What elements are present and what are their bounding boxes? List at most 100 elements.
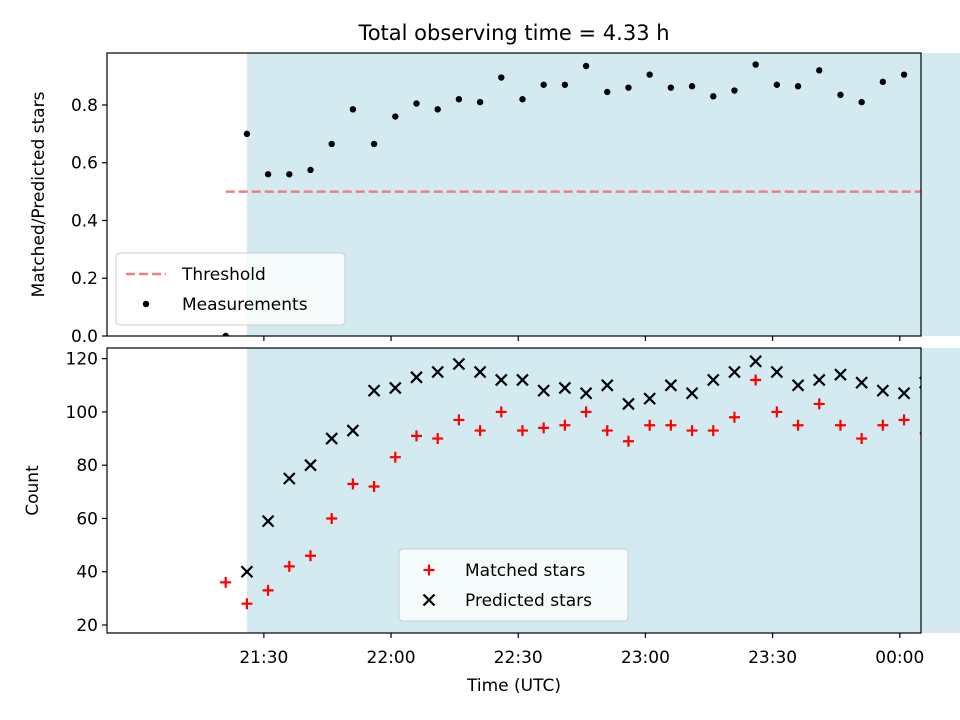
measurement-point [710, 93, 717, 100]
matched-star-point [389, 451, 401, 463]
legend-box [398, 548, 629, 622]
predicted-star-point [389, 381, 402, 395]
legend: Threshold Measurements [115, 252, 346, 326]
series-x [240, 355, 921, 579]
matched-star-point [220, 576, 232, 588]
axes-frame [106, 347, 922, 634]
measurement-point [561, 81, 569, 88]
measurement-point [646, 71, 653, 78]
matched-star-point [665, 419, 677, 431]
y-axis-label: Matched/Predicted stars [29, 91, 49, 297]
measurement-point [816, 67, 823, 74]
x-tick-label: 22:30 [494, 648, 543, 668]
legend-matched-swatch [423, 564, 435, 576]
observing-span-shading [246, 53, 960, 336]
measurement-point [392, 113, 399, 120]
predicted-star-point [812, 373, 826, 387]
measurement-point [794, 83, 802, 90]
predicted-star-point [325, 432, 338, 445]
measurement-point [731, 87, 738, 94]
measurement-point [879, 78, 887, 86]
matched-star-point [283, 560, 295, 572]
matched-star-point [898, 414, 910, 426]
predicted-star-point [346, 424, 360, 437]
measurement-point [625, 84, 632, 91]
matched-star-point [559, 419, 571, 431]
predicted-star-point [516, 373, 529, 387]
y-tick-label: 120 [66, 350, 98, 370]
series-dot [222, 61, 908, 336]
matched-star-point [686, 425, 698, 437]
matched-star-point [305, 550, 316, 562]
predicted-star-point [876, 384, 890, 397]
y-tick-label: 0.6 [71, 154, 98, 174]
legend: Matched stars Predicted stars [398, 548, 629, 622]
matched-star-point [538, 422, 550, 434]
predicted-star-point [855, 376, 868, 389]
predicted-star-point [410, 371, 423, 384]
matched-star-point [792, 419, 804, 431]
y-tick-label: 60 [76, 509, 98, 529]
predicted-star-point [600, 379, 614, 392]
matched-star-point [750, 374, 762, 386]
matched-star-point [728, 411, 740, 423]
measurement-point [498, 74, 505, 81]
x-tick-label: 23:00 [621, 648, 670, 668]
measurement-point [243, 130, 251, 138]
measurement-point [370, 140, 378, 148]
predicted-star-point [664, 379, 678, 392]
predicted-star-point [579, 387, 593, 400]
measurement-point [307, 166, 314, 174]
measurement-point [519, 96, 526, 103]
matched-star-point [516, 425, 528, 437]
matched-star-point [495, 406, 507, 418]
x-tick-label: 22:00 [367, 648, 416, 668]
matched-star-point [707, 425, 719, 437]
legend-label: Matched stars [465, 561, 585, 581]
legend-label: Threshold [181, 265, 266, 285]
measurement-point [582, 62, 590, 70]
measurement-point [476, 98, 484, 106]
y-tick-label: 0.8 [71, 96, 98, 116]
plot-area [220, 355, 921, 610]
matched-star-point [410, 430, 422, 442]
matched-star-point [834, 419, 846, 431]
x-tick-label: 00:00 [875, 648, 924, 668]
x-tick-label: 21:30 [239, 648, 288, 668]
measurement-point [413, 100, 420, 107]
count-panel: 20 40 60 80 100 120 21:30 22:00 22:30 23:00 23:30 0… [23, 347, 960, 668]
measurement-point [264, 171, 272, 178]
measurement-point [328, 140, 335, 148]
y-tick-label: 100 [66, 403, 98, 423]
measurement-point [286, 171, 293, 178]
matched-star-point [326, 512, 338, 524]
matched-star-point [241, 598, 253, 610]
measurement-point [752, 61, 759, 68]
measurement-point [349, 106, 357, 113]
predicted-star-point [706, 373, 720, 387]
y-tick-label: 40 [76, 563, 98, 583]
ratio-panel: 0.0 0.2 0.4 0.6 0.8 Matched/Predicted stars Th… [29, 52, 960, 347]
matched-star-point [771, 406, 783, 418]
matched-star-point [368, 481, 380, 493]
matched-star-point [813, 398, 825, 410]
predicted-star-point [367, 384, 381, 397]
matched-star-point [622, 435, 634, 447]
measurement-point [773, 81, 781, 88]
predicted-star-point [685, 387, 699, 400]
predicted-star-point [897, 387, 911, 400]
measurement-point [222, 332, 229, 336]
predicted-star-point [431, 365, 444, 379]
matched-star-point [347, 478, 359, 490]
matched-star-point [580, 406, 592, 418]
y-tick-label: 20 [76, 616, 98, 636]
predicted-star-point [770, 365, 784, 379]
measurement-point [837, 91, 844, 99]
matched-star-point [856, 433, 868, 445]
chart-title: Total observing time = 4.33 h [357, 21, 669, 45]
series-plus [220, 374, 921, 610]
legend-label: Predicted stars [465, 591, 592, 611]
matched-star-point [453, 414, 465, 426]
predicted-star-point [643, 392, 656, 405]
